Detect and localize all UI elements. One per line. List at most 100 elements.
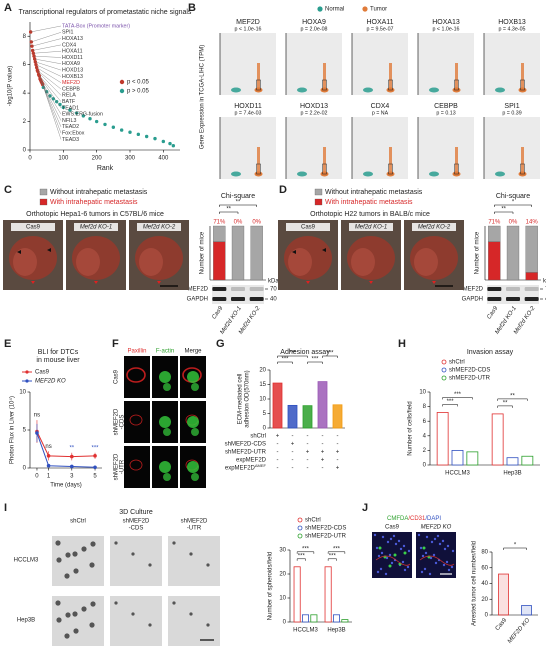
row-label: Cas9 <box>114 369 120 384</box>
bar <box>332 404 343 429</box>
condition-sign: - <box>322 442 324 448</box>
nucleus <box>406 565 410 569</box>
condition-sign: - <box>307 458 309 464</box>
box <box>322 163 327 175</box>
data-point <box>70 454 74 459</box>
nucleus <box>446 544 450 548</box>
nucleus <box>441 539 445 543</box>
bar-segment <box>488 225 501 242</box>
label-leader <box>30 25 62 33</box>
y-tick-label: 20 <box>481 597 488 603</box>
normal-violin <box>297 87 307 93</box>
normal-violin <box>429 171 439 177</box>
legend-label: Without intrahepatic metastasis <box>325 189 423 196</box>
significance-label: *** <box>311 357 319 363</box>
spheroid <box>89 562 95 568</box>
legend-marker <box>362 6 368 12</box>
plot-background <box>484 117 540 179</box>
micrograph <box>168 596 220 646</box>
legend-label: With intrahepatic metastasis <box>50 199 138 206</box>
x-tick-label: MEF2D KO <box>507 617 532 645</box>
nucleus <box>451 549 455 553</box>
significance-label: * <box>514 543 517 549</box>
spheroid <box>73 628 79 634</box>
condition-sign: + <box>321 458 325 464</box>
spheroid <box>131 612 135 616</box>
y-tick-label: 0 <box>423 463 427 469</box>
spheroid <box>148 563 152 567</box>
factin-signal <box>163 383 171 391</box>
tumor-violin <box>455 147 458 176</box>
gene-label: HOXA11 <box>62 49 83 55</box>
band <box>212 297 227 301</box>
spheroid <box>148 623 152 627</box>
normal-violin <box>429 87 439 93</box>
legend-swatch <box>314 198 323 206</box>
gene-label: BATF <box>62 99 76 105</box>
y-tick-label: 10 <box>19 390 26 396</box>
data-point <box>61 105 66 110</box>
p-value: p = 0.13 <box>436 110 455 116</box>
condition-sign: - <box>292 450 294 456</box>
legend-marker <box>297 525 303 531</box>
nucleus <box>438 542 442 546</box>
legend-marker <box>441 367 447 373</box>
value-label: 0% <box>252 220 261 226</box>
legend-marker <box>25 370 29 374</box>
nucleus <box>373 533 377 537</box>
column-label: shMEF2D <box>181 519 208 525</box>
arrowhead <box>292 250 296 254</box>
micrograph <box>110 536 162 586</box>
y-tick-label: 10 <box>279 596 286 602</box>
condition-sign: - <box>337 458 339 464</box>
label-box <box>286 223 330 231</box>
gene-label: HOXD11 <box>62 55 83 61</box>
band <box>506 287 520 291</box>
bar-segment <box>250 225 263 281</box>
label-leader <box>40 80 62 121</box>
photo-title: Orthotopic Hepa1-6 tumors in C57BL/6 mic… <box>26 211 164 218</box>
legend-label: shCtrl <box>305 518 321 524</box>
gene-title: CEBPB <box>434 103 458 110</box>
significance-label: ** <box>236 200 241 206</box>
nucleus <box>381 535 385 539</box>
bar <box>272 382 283 429</box>
y-tick-label: 5 <box>263 411 267 417</box>
legend-marker <box>119 88 125 94</box>
condition-sign: - <box>322 434 324 440</box>
tumor-cell <box>378 546 382 550</box>
significance-bracket <box>277 361 293 364</box>
column-label: Paxillin <box>127 349 146 355</box>
spheroid <box>55 600 61 606</box>
factin-signal <box>159 371 171 383</box>
normal-violin <box>297 171 307 177</box>
band <box>231 297 245 301</box>
x-axis-label: Rank <box>97 165 114 172</box>
x-tick-label: 0 <box>28 156 32 162</box>
significance-label: *** <box>326 351 334 357</box>
liver-lobe <box>414 248 438 276</box>
tumor-violin <box>521 147 524 176</box>
x-tick-label: Hep3B <box>503 471 521 477</box>
nucleus <box>379 567 383 571</box>
row-label: -CDS <box>120 415 126 430</box>
p-value: p = 4.3e-05 <box>499 26 526 32</box>
factin-signal <box>191 428 199 436</box>
nucleus <box>380 551 384 555</box>
column-label: Cas9 <box>385 525 400 531</box>
condition-sign: - <box>307 466 309 472</box>
tumor-violin <box>257 147 260 176</box>
factin-signal <box>187 416 199 428</box>
legend-label: Normal <box>325 7 344 13</box>
gene-label: CDX4 <box>62 42 76 48</box>
label-leader <box>38 74 62 102</box>
label-box <box>11 223 55 231</box>
condition-sign: - <box>292 458 294 464</box>
legend-label: Cas9 <box>35 370 50 376</box>
condition-label: expMEF2DΔMEF <box>225 463 267 472</box>
p-value: p < 1.0e-16 <box>235 26 262 32</box>
significance-label: ** <box>510 393 515 399</box>
condition-sign: - <box>322 466 324 472</box>
gene-title: HOXD11 <box>234 103 262 110</box>
